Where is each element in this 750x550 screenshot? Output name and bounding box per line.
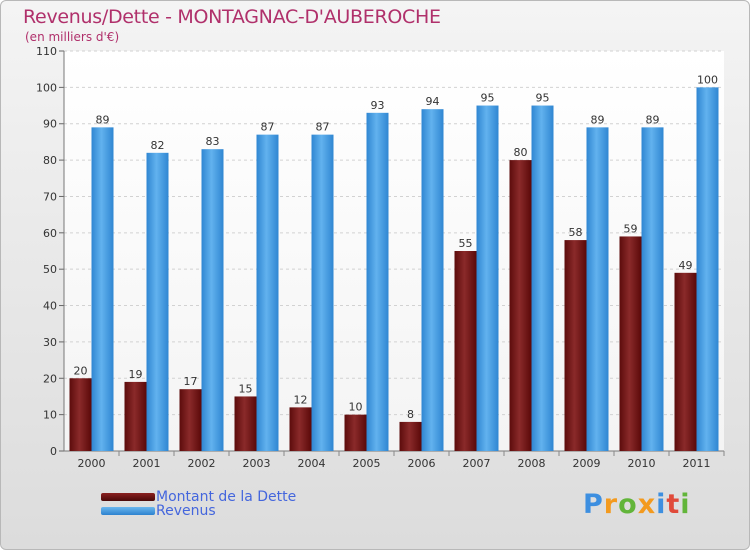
x-tick-label: 2010 bbox=[628, 457, 656, 470]
bar-dette bbox=[509, 160, 532, 451]
y-tick-label: 40 bbox=[43, 300, 57, 313]
y-tick-label: 60 bbox=[43, 227, 57, 240]
bar-revenus bbox=[201, 149, 224, 451]
data-label-revenus: 95 bbox=[481, 92, 495, 105]
bar-dette bbox=[289, 407, 312, 451]
bar-revenus bbox=[366, 112, 389, 452]
data-label-dette: 55 bbox=[459, 237, 473, 250]
bar-dette bbox=[69, 378, 92, 451]
x-tick-label: 2008 bbox=[518, 457, 546, 470]
bar-revenus bbox=[311, 134, 334, 452]
data-label-revenus: 94 bbox=[426, 95, 440, 108]
y-tick-label: 50 bbox=[43, 263, 57, 276]
logo-letter: i bbox=[680, 489, 691, 520]
bar-revenus bbox=[146, 152, 169, 451]
data-label-revenus: 82 bbox=[151, 139, 165, 152]
y-tick-label: 0 bbox=[50, 445, 57, 458]
legend-swatch-revenus bbox=[101, 507, 155, 515]
data-label-dette: 58 bbox=[569, 226, 583, 239]
data-label-dette: 80 bbox=[514, 146, 528, 159]
x-tick-label: 2006 bbox=[408, 457, 436, 470]
logo-letter: P bbox=[583, 489, 604, 520]
bar-revenus bbox=[421, 109, 444, 451]
data-label-dette: 19 bbox=[129, 368, 143, 381]
y-tick-label: 90 bbox=[43, 118, 57, 131]
bar-revenus bbox=[696, 87, 719, 451]
legend-item-dette: Montant de la Dette bbox=[101, 489, 296, 505]
logo-letter: i bbox=[656, 489, 667, 520]
bar-dette bbox=[564, 240, 587, 451]
proxiti-logo: Proxiti bbox=[583, 489, 691, 520]
data-label-dette: 15 bbox=[239, 382, 253, 395]
data-label-revenus: 87 bbox=[316, 121, 330, 134]
y-tick-label: 20 bbox=[43, 372, 57, 385]
data-label-revenus: 95 bbox=[536, 92, 550, 105]
x-tick-label: 2002 bbox=[188, 457, 216, 470]
logo-letter: r bbox=[603, 489, 619, 520]
plot-area bbox=[64, 51, 724, 451]
chart-subtitle: (en milliers d'€) bbox=[25, 30, 120, 44]
bar-dette bbox=[179, 389, 202, 451]
data-label-revenus: 89 bbox=[96, 113, 110, 126]
logo-letter: x bbox=[637, 489, 657, 520]
bar-revenus bbox=[586, 127, 609, 451]
legend-swatch-dette bbox=[101, 493, 155, 501]
data-label-revenus: 93 bbox=[371, 99, 385, 112]
bar-revenus bbox=[476, 105, 499, 451]
y-tick-label: 110 bbox=[36, 45, 57, 58]
bar-revenus bbox=[91, 127, 114, 451]
data-label-dette: 8 bbox=[407, 408, 414, 421]
data-label-dette: 12 bbox=[294, 393, 308, 406]
bar-dette bbox=[399, 421, 422, 451]
data-label-revenus: 89 bbox=[646, 113, 660, 126]
data-label-revenus: 89 bbox=[591, 113, 605, 126]
legend-label-dette: Montant de la Dette bbox=[156, 489, 297, 505]
bar-dette bbox=[124, 381, 147, 451]
data-label-dette: 17 bbox=[184, 375, 198, 388]
x-tick-label: 2001 bbox=[133, 457, 161, 470]
data-label-revenus: 87 bbox=[261, 121, 275, 134]
legend-label-revenus: Revenus bbox=[156, 503, 216, 519]
chart-title: Revenus/Dette - MONTAGNAC-D'AUBEROCHE bbox=[23, 6, 441, 28]
legend-item-revenus: Revenus bbox=[101, 503, 216, 519]
bar-revenus bbox=[531, 105, 554, 451]
bar-dette bbox=[454, 251, 477, 451]
x-tick-label: 2007 bbox=[463, 457, 491, 470]
bar-dette bbox=[619, 236, 642, 451]
bar-dette bbox=[234, 396, 257, 451]
y-tick-label: 80 bbox=[43, 154, 57, 167]
y-tick-label: 10 bbox=[43, 409, 57, 422]
x-tick-label: 2004 bbox=[298, 457, 326, 470]
data-label-dette: 49 bbox=[679, 259, 693, 272]
logo-letter: o bbox=[618, 489, 638, 520]
x-tick-label: 2005 bbox=[353, 457, 381, 470]
x-tick-label: 2009 bbox=[573, 457, 601, 470]
data-label-revenus: 100 bbox=[697, 73, 718, 86]
bar-dette bbox=[344, 414, 367, 451]
x-tick-label: 2011 bbox=[683, 457, 711, 470]
bar-dette bbox=[674, 272, 697, 451]
x-tick-label: 2003 bbox=[243, 457, 271, 470]
x-tick-label: 2000 bbox=[78, 457, 106, 470]
y-tick-label: 100 bbox=[36, 81, 57, 94]
bar-revenus bbox=[256, 134, 279, 452]
y-tick-label: 70 bbox=[43, 190, 57, 203]
data-label-dette: 20 bbox=[74, 364, 88, 377]
data-label-dette: 59 bbox=[624, 222, 638, 235]
data-label-dette: 10 bbox=[349, 401, 363, 414]
data-label-revenus: 83 bbox=[206, 135, 220, 148]
bar-revenus bbox=[641, 127, 664, 451]
y-tick-label: 30 bbox=[43, 336, 57, 349]
logo-letter: t bbox=[666, 489, 681, 520]
